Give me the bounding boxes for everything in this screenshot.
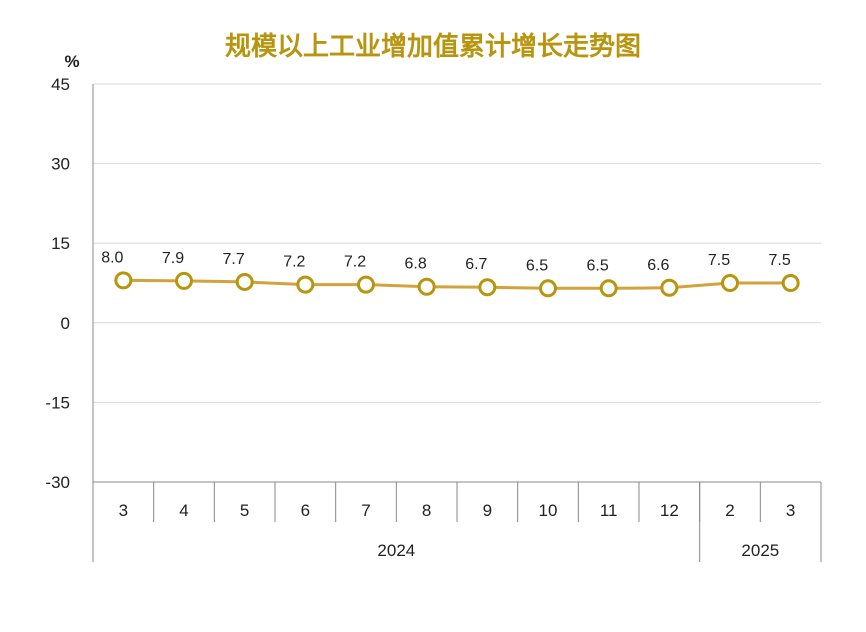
y-tick-label: 45	[51, 75, 70, 94]
data-point	[235, 272, 254, 291]
y-axis-ticks: 45 30 15 0 -15 -30	[45, 75, 70, 492]
data-point	[599, 279, 618, 298]
x-tick-label: 4	[179, 501, 188, 520]
data-label: 6.7	[465, 256, 487, 273]
data-label: 7.9	[162, 250, 184, 267]
x-tick-label: 7	[361, 501, 370, 520]
data-point	[539, 279, 557, 298]
data-point	[478, 278, 497, 297]
data-label: 7.5	[708, 252, 730, 269]
data-label: 8.0	[101, 249, 123, 266]
data-point	[357, 275, 375, 294]
x-tick-label: 9	[483, 501, 492, 520]
y-tick-label: -15	[45, 393, 70, 412]
data-label: 7.2	[344, 254, 366, 271]
y-tick-label: -30	[45, 473, 70, 492]
y-tick-label: 15	[51, 234, 70, 253]
data-point	[175, 271, 193, 290]
x-tick-label: 12	[660, 501, 679, 520]
y-axis-unit: %	[64, 52, 79, 71]
data-point	[114, 271, 133, 290]
x-tick-label: 5	[240, 501, 249, 520]
x-tick-label: 3	[119, 501, 128, 520]
chart-title: 规模以上工业增加值累计增长走势图	[224, 32, 641, 62]
gridlines	[93, 83, 821, 403]
y-tick-label: 0	[61, 314, 70, 333]
x-axis: 3 4 5 6 7 8 9 10 11 12 2 3 2024 2025	[92, 84, 822, 562]
data-label: 7.2	[283, 254, 305, 271]
series-line	[123, 278, 791, 290]
x-tick-label: 3	[786, 501, 795, 520]
data-label: 6.5	[587, 257, 609, 274]
year-label: 2025	[741, 541, 779, 560]
data-label: 6.5	[526, 257, 548, 274]
data-point	[721, 274, 739, 292]
data-label: 6.6	[647, 257, 669, 274]
data-label: 6.8	[405, 256, 427, 273]
data-series	[114, 271, 800, 298]
data-point	[660, 278, 679, 297]
data-label: 7.7	[223, 251, 245, 268]
data-point	[781, 274, 800, 292]
x-tick-label: 6	[301, 501, 310, 520]
x-tick-label: 11	[600, 501, 618, 520]
x-tick-label: 8	[422, 501, 431, 520]
data-point	[417, 277, 436, 296]
x-tick-label: 10	[539, 501, 558, 520]
y-tick-label: 30	[51, 155, 70, 174]
data-label: 7.5	[769, 252, 791, 269]
x-tick-label: 2	[725, 501, 734, 520]
data-labels: 8.0 7.9 7.7 7.2 7.2 6.8 6.7 6.5 6.5 6.6 7.5 7.5	[101, 249, 791, 274]
year-label: 2024	[377, 541, 415, 560]
data-point	[296, 275, 315, 294]
